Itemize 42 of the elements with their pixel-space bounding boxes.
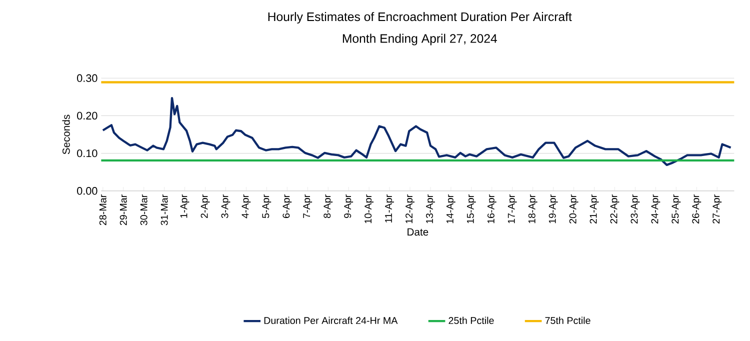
chart-subtitle: Month Ending April 27, 2024 <box>342 34 497 46</box>
x-tick-label: 8-Apr <box>324 194 333 218</box>
y-tick-label: 0.30 <box>77 74 98 82</box>
x-tick-label: 24-Apr <box>651 194 660 224</box>
x-tick-label: 26-Apr <box>692 194 702 224</box>
x-tick-label: 6-Apr <box>282 194 292 218</box>
x-tick-label: 7-Apr <box>303 194 312 218</box>
x-tick-label: 31-Mar <box>160 194 168 226</box>
x-tick-label: 5-Apr <box>262 194 272 218</box>
x-tick-label: 13-Apr <box>426 194 435 224</box>
x-axis-title: Date <box>408 228 428 236</box>
x-tick-label: 17-Apr <box>508 194 517 224</box>
x-tick-label: 30-Mar <box>140 194 148 226</box>
x-tick-label: 18-Apr <box>528 194 538 224</box>
x-tick-label: 22-Apr <box>610 194 620 224</box>
x-tick-label: 21-Apr <box>590 194 599 224</box>
y-tick-label: 0.10 <box>77 149 98 158</box>
x-tick-label: 29-Mar <box>120 194 127 225</box>
x-tick-label: 10-Apr <box>364 194 374 224</box>
x-tick-label: 1-Apr <box>180 194 190 218</box>
y-axis-title: Seconds <box>62 114 70 154</box>
x-tick-label: 11-Apr <box>385 194 394 222</box>
x-tick-label: 15-Apr <box>467 194 476 224</box>
x-tick-label: 9-Apr <box>344 194 354 218</box>
x-tick-label: 27-Apr <box>712 194 722 224</box>
x-tick-label: 4-Apr <box>242 194 251 218</box>
x-tick-label: 25-Apr <box>672 194 681 224</box>
x-tick-label: 2-Apr <box>200 194 210 218</box>
x-tick-label: 12-Apr <box>406 194 414 224</box>
legend-label: 75th Pctile <box>545 316 590 324</box>
x-tick-label: 16-Apr <box>487 194 496 224</box>
x-tick-label: 3-Apr <box>221 194 230 218</box>
x-tick-label: 19-Apr <box>548 194 558 224</box>
chart-title: Hourly Estimates of Encroachment Duration Per Aircraft <box>268 12 572 24</box>
x-tick-label: 14-Apr <box>446 194 456 224</box>
legend-label: Duration Per Aircraft 24-Hr MA <box>264 316 398 324</box>
legend-label: 25th Pctile <box>448 316 494 324</box>
x-tick-label: 20-Apr <box>569 194 578 224</box>
y-tick-label: 0.00 <box>77 186 98 195</box>
x-tick-label: 28-Mar <box>99 194 106 225</box>
y-tick-label: 0.20 <box>77 112 98 120</box>
x-tick-label: 23-Apr <box>630 194 640 224</box>
